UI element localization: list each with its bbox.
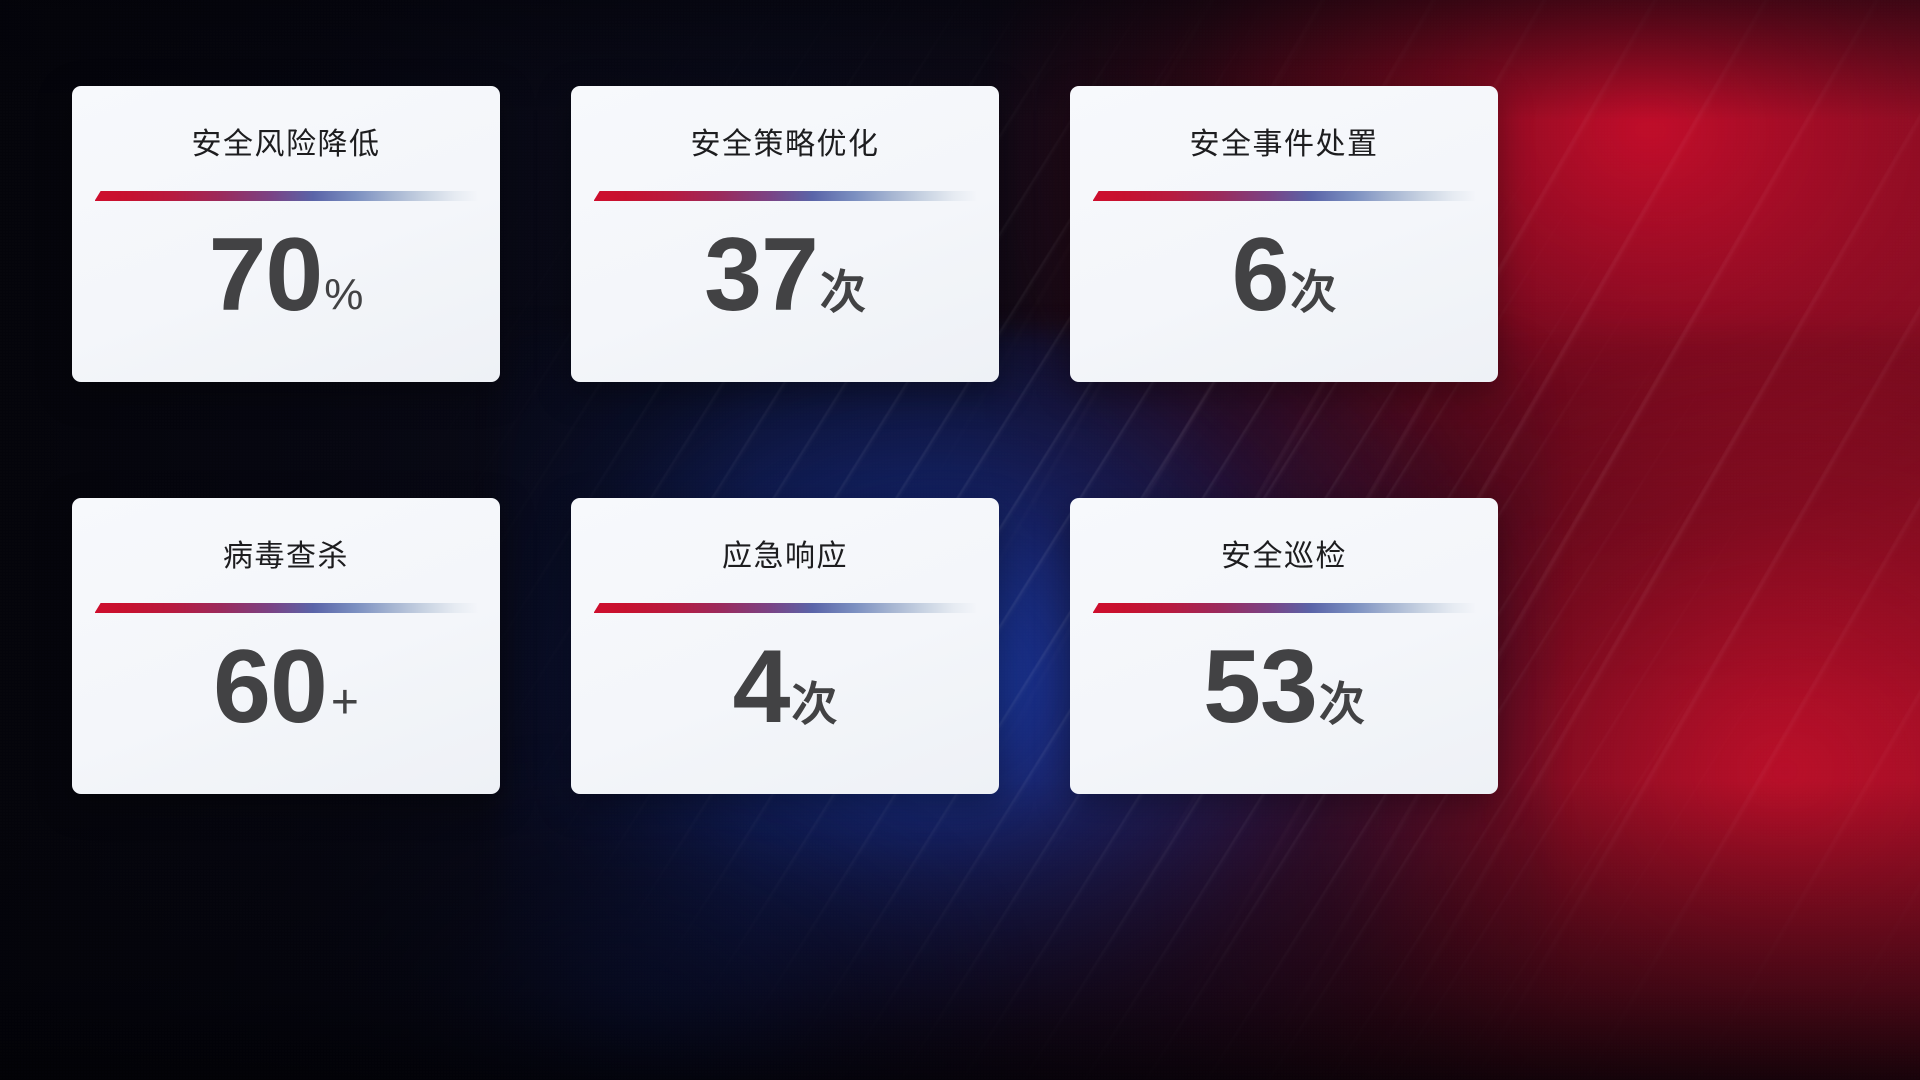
gradient-rule [94,191,478,201]
gradient-rule [593,603,977,613]
metric-card-title: 应急响应 [722,540,848,573]
metric-unit: % [324,270,364,319]
metric-value: 53 [1203,629,1318,745]
metric-card[interactable]: 安全巡检 53 次 [1070,498,1498,794]
metric-card-value-row: 60 + [213,629,359,745]
metric-card-value-row: 37 次 [704,217,866,333]
metric-card-divider [94,191,478,201]
metric-card-divider [1092,191,1476,201]
gradient-rule [593,191,977,201]
metric-unit: 次 [819,266,866,318]
gradient-rule [1092,191,1476,201]
metric-unit: 次 [1318,678,1365,730]
gradient-rule [94,603,478,613]
metric-card-divider [1092,603,1476,613]
metric-unit: + [330,676,359,729]
metric-card-title: 安全巡检 [1221,540,1347,573]
metric-value: 4 [732,629,791,745]
metric-value: 70 [208,217,324,333]
metric-card-value-row: 6 次 [1231,217,1337,333]
metric-value: 6 [1231,217,1290,333]
metric-card-title: 安全风险降低 [191,128,381,161]
metric-card[interactable]: 病毒查杀 60 + [72,498,500,794]
metric-card[interactable]: 安全风险降低 70 % [72,86,500,382]
metric-unit: 次 [791,678,838,730]
metric-card-divider [593,603,977,613]
metric-value: 60 [213,629,328,745]
bottom-vignette-overlay [0,780,1920,1080]
metric-value: 37 [704,217,819,333]
metric-card[interactable]: 安全策略优化 37 次 [571,86,999,382]
gradient-rule [1092,603,1476,613]
metric-card-value-row: 4 次 [732,629,838,745]
metric-card-grid: 安全风险降低 70 % 安全策略优化 37 次 安全事件处置 [72,86,1498,794]
metric-card-divider [94,603,478,613]
metric-card[interactable]: 应急响应 4 次 [571,498,999,794]
metric-card-title: 安全策略优化 [690,128,880,161]
metric-card-title: 病毒查杀 [223,540,349,573]
metric-card-title: 安全事件处置 [1189,128,1379,161]
metric-card-value-row: 70 % [208,217,364,333]
metric-card[interactable]: 安全事件处置 6 次 [1070,86,1498,382]
metric-card-value-row: 53 次 [1203,629,1365,745]
metric-card-divider [593,191,977,201]
metric-unit: 次 [1290,266,1337,318]
